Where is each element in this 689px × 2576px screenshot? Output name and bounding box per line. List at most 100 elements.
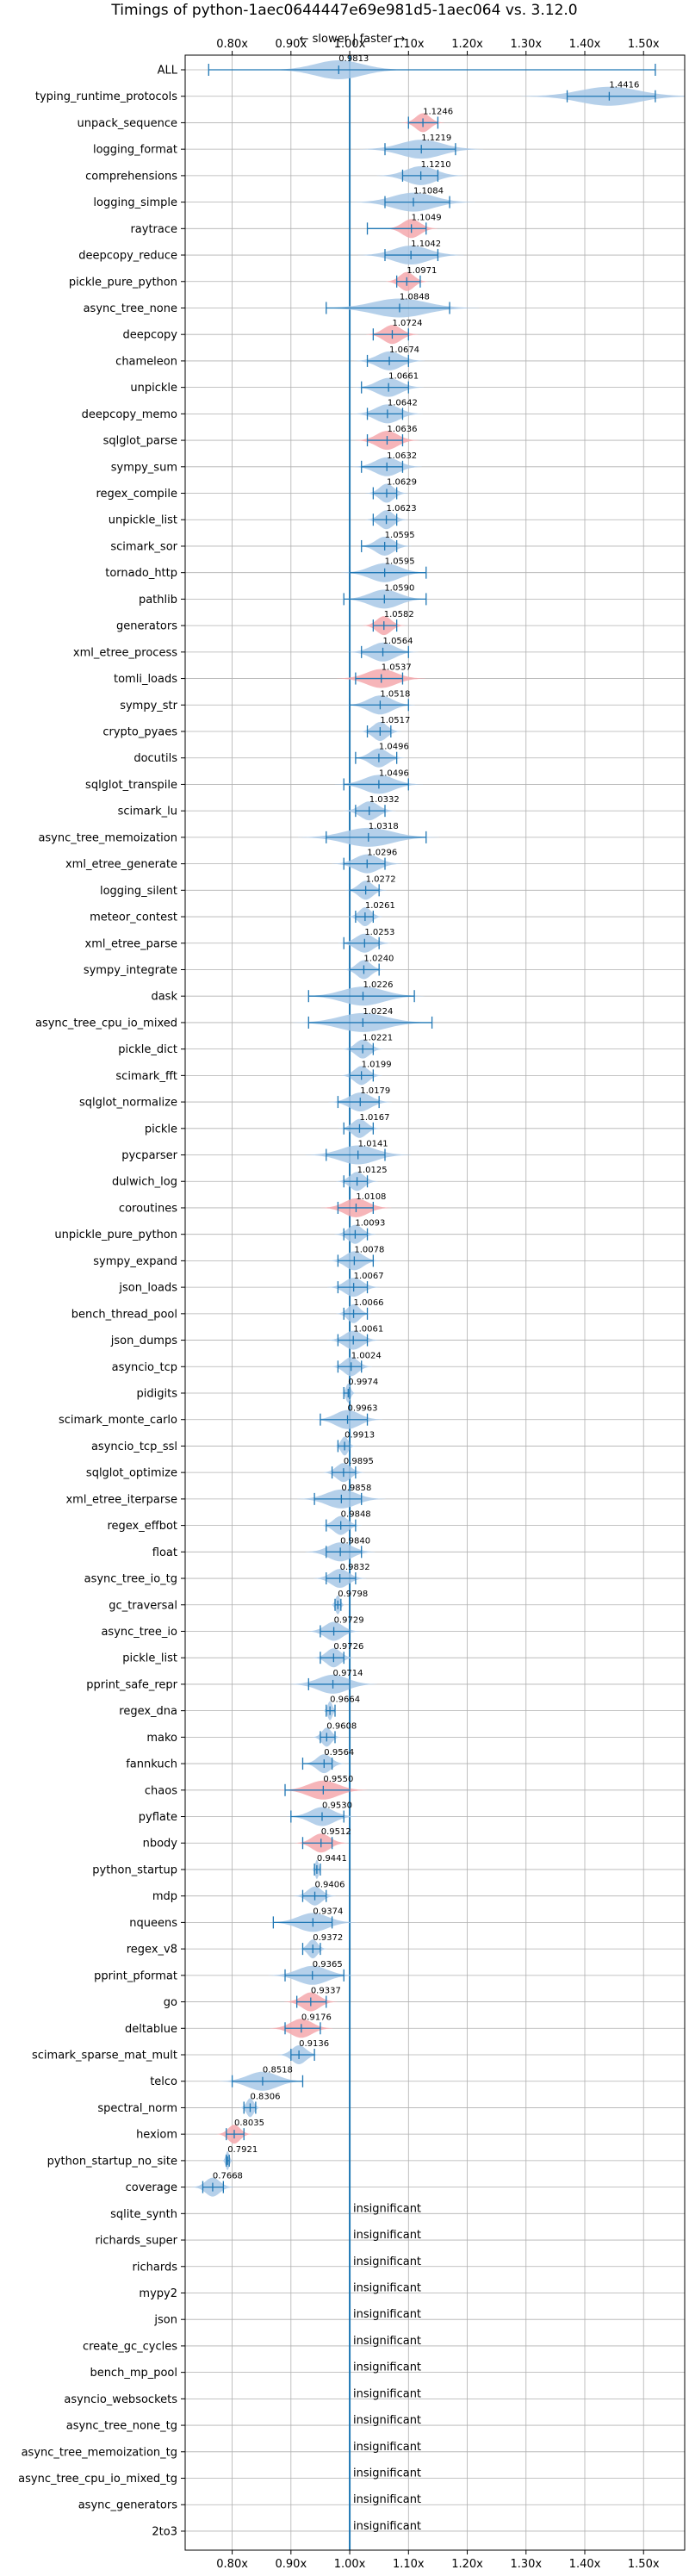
- x-tick-label-top: 1.50x: [628, 38, 660, 51]
- insignificant-label: insignificant: [353, 2467, 421, 2480]
- value-label: 0.9374: [313, 1907, 343, 1916]
- value-label: 0.8518: [263, 2066, 293, 2075]
- benchmark-label: create_gc_cycles: [83, 2340, 177, 2353]
- value-label: 1.0221: [363, 1034, 393, 1043]
- x-tick-label-top: 1.10x: [393, 38, 425, 51]
- value-label: 1.0971: [407, 266, 437, 276]
- benchmark-label: scimark_sparse_mat_mult: [32, 2050, 177, 2063]
- value-label: 1.0564: [383, 637, 413, 646]
- value-label: 0.9832: [340, 1563, 370, 1572]
- benchmark-label: sympy_integrate: [84, 964, 177, 977]
- value-label: 0.9512: [321, 1827, 351, 1837]
- benchmark-label: unpickle: [130, 382, 177, 395]
- benchmark-label: telco: [150, 2075, 177, 2088]
- benchmark-label: coroutines: [119, 1202, 177, 1215]
- value-label: 0.9337: [311, 1987, 341, 1996]
- value-label: 1.0093: [355, 1219, 385, 1229]
- value-label: 1.1219: [421, 134, 451, 143]
- value-label: 1.0632: [387, 451, 417, 461]
- benchmark-label: scimark_lu: [118, 806, 177, 818]
- value-label: 1.0167: [359, 1113, 389, 1123]
- benchmark-label: async_tree_io_tg: [84, 1573, 177, 1586]
- x-tick-label-top: 0.80x: [216, 38, 248, 51]
- benchmark-label: dulwich_log: [112, 1176, 177, 1189]
- benchmark-label: xml_etree_parse: [85, 937, 177, 950]
- value-label: 0.9176: [301, 2013, 332, 2022]
- value-label: 1.1049: [412, 213, 442, 222]
- insignificant-label: insignificant: [353, 2202, 421, 2215]
- benchmark-label: comprehensions: [85, 170, 177, 183]
- benchmark-label: async_tree_memoization_tg: [22, 2446, 177, 2459]
- benchmark-label: regex_dna: [119, 1705, 177, 1718]
- value-label: 1.0024: [351, 1351, 382, 1360]
- value-label: 1.0332: [369, 795, 400, 805]
- value-label: 0.9813: [338, 54, 369, 64]
- benchmark-label: docutils: [133, 752, 177, 765]
- value-label: 1.1084: [413, 187, 444, 196]
- benchmark-label: logging_silent: [100, 885, 177, 898]
- benchmark-label: float: [152, 1546, 177, 1559]
- benchmark-label: bench_thread_pool: [71, 1308, 177, 1321]
- value-label: 1.0067: [354, 1272, 384, 1281]
- benchmark-label: json: [153, 2314, 177, 2327]
- value-label: 1.0061: [353, 1325, 383, 1335]
- value-label: 1.0078: [354, 1245, 384, 1254]
- benchmark-label: go: [164, 1996, 177, 2009]
- value-label: 0.9895: [344, 1457, 374, 1466]
- value-label: 0.9564: [324, 1748, 354, 1758]
- benchmark-label: pathlib: [139, 594, 177, 607]
- value-label: 0.7921: [227, 2145, 258, 2155]
- benchmark-label: spectral_norm: [97, 2102, 177, 2115]
- benchmark-label: mypy2: [139, 2287, 177, 2300]
- direction-annotation: ← slower | faster →: [300, 33, 406, 46]
- value-label: 1.0226: [363, 980, 393, 990]
- value-label: 0.9729: [334, 1615, 364, 1625]
- value-label: 0.9372: [313, 1933, 343, 1943]
- benchmark-label: sqlglot_normalize: [79, 1097, 177, 1110]
- value-label: 1.0629: [387, 478, 417, 488]
- benchmark-label: ALL: [158, 65, 178, 78]
- x-tick-label-bottom: 0.80x: [216, 2558, 248, 2571]
- benchmark-label: dask: [151, 991, 177, 1004]
- value-label: 1.0661: [388, 372, 419, 382]
- value-label: 1.1042: [411, 240, 441, 249]
- value-label: 1.0517: [380, 716, 410, 725]
- value-label: 1.0141: [358, 1140, 388, 1149]
- benchmark-label: gc_traversal: [109, 1599, 177, 1612]
- value-label: 0.9974: [348, 1378, 378, 1387]
- value-label: 1.0595: [385, 557, 415, 567]
- benchmark-label: xml_etree_process: [73, 646, 177, 659]
- benchmark-label: deepcopy_reduce: [78, 250, 177, 263]
- x-tick-label-bottom: 1.20x: [451, 2558, 483, 2571]
- value-label: 1.0261: [365, 901, 395, 911]
- benchmark-label: pprint_pformat: [94, 1969, 177, 1982]
- insignificant-label: insignificant: [353, 2520, 421, 2533]
- benchmark-label: async_generators: [78, 2499, 178, 2512]
- insignificant-label: insignificant: [353, 2387, 421, 2400]
- value-label: 1.1210: [421, 160, 451, 170]
- benchmark-label: raytrace: [130, 223, 177, 236]
- benchmark-label: hexiom: [136, 2129, 177, 2142]
- value-label: 0.9858: [341, 1484, 371, 1493]
- benchmark-label: xml_etree_generate: [65, 858, 177, 871]
- value-label: 1.0674: [389, 345, 419, 355]
- value-label: 0.9550: [323, 1775, 353, 1784]
- value-label: 1.0848: [400, 292, 430, 302]
- x-tick-label-top: 1.00x: [334, 38, 366, 51]
- value-label: 0.7668: [213, 2172, 243, 2181]
- insignificant-label: insignificant: [353, 2281, 421, 2294]
- benchmark-label: mako: [146, 1732, 177, 1745]
- benchmark-label: typing_runtime_protocols: [35, 90, 177, 103]
- benchmark-label: sympy_sum: [111, 461, 177, 474]
- benchmark-label: nbody: [143, 1838, 178, 1851]
- insignificant-label: insignificant: [353, 2493, 421, 2506]
- value-label: 1.0623: [387, 504, 417, 513]
- value-label: 1.0595: [385, 531, 415, 540]
- value-label: 0.9365: [313, 1960, 343, 1969]
- benchmark-label: pycparser: [121, 1149, 177, 1162]
- value-label: 1.0636: [387, 425, 417, 434]
- value-label: 0.9406: [315, 1881, 345, 1890]
- benchmark-label: async_tree_cpu_io_mixed: [35, 1017, 177, 1030]
- value-label: 0.9530: [322, 1801, 352, 1811]
